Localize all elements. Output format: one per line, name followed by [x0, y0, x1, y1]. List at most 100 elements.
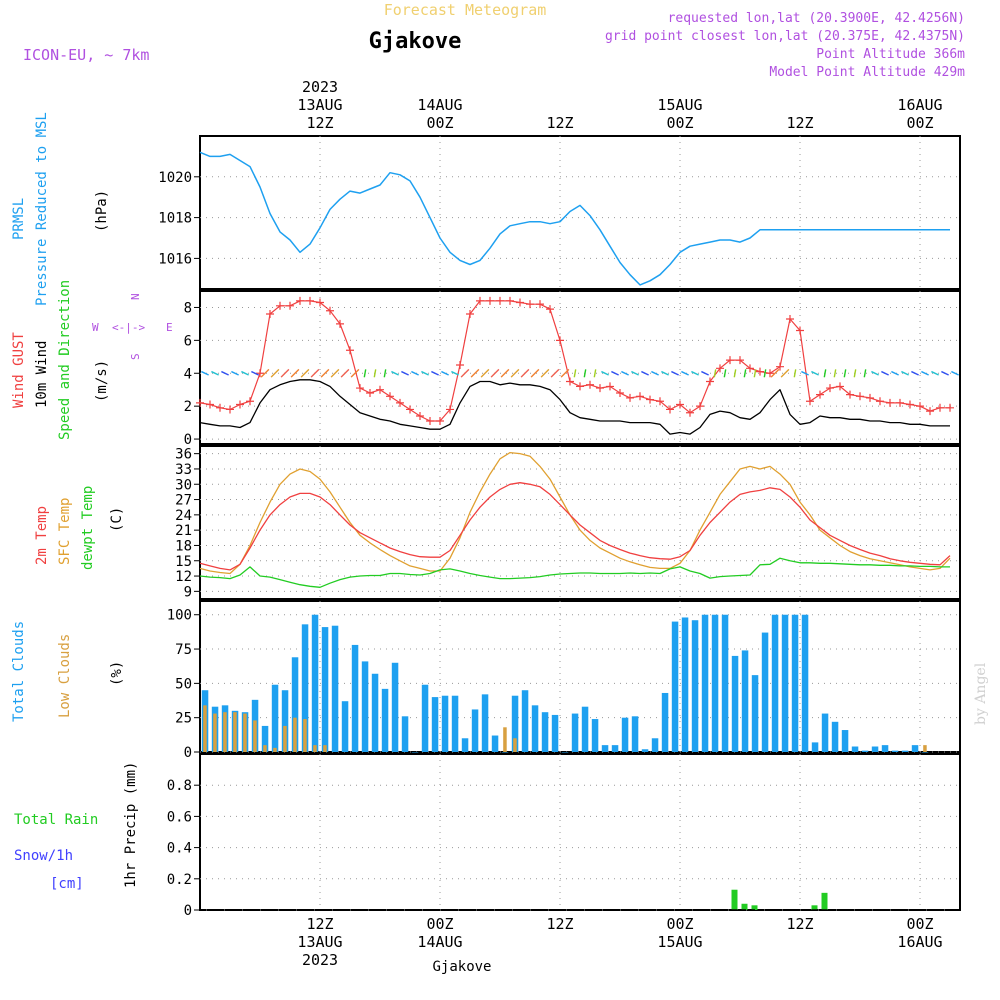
rain-bar	[751, 905, 758, 910]
y-tick-label: 1016	[158, 251, 192, 267]
gust-marker	[476, 296, 484, 305]
bottom-time-label: 2023	[302, 951, 338, 969]
total-cloud-bar	[671, 621, 679, 752]
wind-direction-arrow	[391, 370, 399, 376]
low-cloud-bar	[283, 725, 287, 752]
total-cloud-bar	[611, 745, 619, 752]
low-cloud-bar	[303, 719, 307, 752]
y-tick-label: 12	[175, 569, 192, 585]
gust-marker	[396, 398, 404, 407]
gust-marker	[606, 382, 614, 391]
total-cloud-bar	[861, 750, 869, 752]
wind-direction-arrow	[460, 368, 470, 378]
total-cloud-bar	[361, 661, 369, 752]
y-tick-label: 6	[184, 333, 192, 349]
total-cloud-bar	[401, 716, 409, 752]
gust-marker	[366, 389, 374, 397]
total-cloud-bar	[701, 614, 709, 752]
wind-direction-arrow	[593, 369, 597, 378]
total-cloud-bar	[371, 673, 379, 752]
total-cloud-bar	[621, 717, 629, 752]
top-time-label: 15AUG	[657, 96, 702, 114]
y-tick-label: 50	[175, 676, 192, 692]
wind-direction-arrow	[470, 368, 480, 378]
model-altitude: Model Point Altitude 429m	[769, 65, 965, 80]
total-cloud-bar	[291, 657, 299, 752]
gust-marker	[546, 305, 554, 314]
total-cloud-bar	[301, 624, 309, 752]
cloud-label-low: Low Clouds	[57, 634, 73, 718]
gust-marker	[446, 405, 454, 414]
low-cloud-bar	[503, 727, 507, 752]
wind-direction-arrow	[891, 370, 899, 376]
total-cloud-bar	[461, 738, 469, 752]
total-cloud-bar	[541, 712, 549, 752]
gust-marker	[836, 382, 844, 391]
total-cloud-bar	[331, 625, 339, 752]
total-cloud-bar	[661, 692, 669, 752]
wind-direction-arrow	[260, 368, 270, 378]
wind-direction-arrow	[671, 370, 679, 376]
gust-line	[199, 300, 950, 422]
gust-marker	[486, 296, 494, 305]
credit-watermark: by Angel	[973, 662, 989, 725]
gust-marker	[696, 402, 704, 411]
total-cloud-bar	[411, 752, 419, 753]
total-cloud-bar	[421, 684, 429, 752]
gust-marker	[456, 361, 464, 370]
total-cloud-bar	[841, 730, 849, 752]
total-cloud-bar	[761, 632, 769, 752]
gust-marker	[236, 400, 244, 409]
low-cloud-bar	[513, 738, 517, 752]
wind-direction-arrow	[251, 370, 259, 376]
total-cloud-bar	[751, 675, 759, 752]
gust-marker	[306, 296, 314, 305]
wind-direction-arrow	[550, 368, 560, 378]
wind-direction-arrow	[651, 370, 659, 376]
wind-direction-arrow	[573, 369, 577, 378]
wind-direction-arrow	[901, 370, 909, 376]
wind-direction-arrow	[681, 370, 689, 376]
panel-frame-1	[199, 290, 961, 445]
gust-marker	[496, 296, 504, 305]
total-cloud-bar	[381, 688, 389, 752]
gust-marker	[636, 392, 644, 401]
wind-direction-arrow	[733, 369, 737, 378]
wind-direction-arrow	[300, 368, 310, 378]
gust-marker	[746, 364, 754, 373]
wind-direction-arrow	[631, 370, 639, 376]
total-cloud-bar	[391, 662, 399, 752]
requested-coords: requested lon,lat (20.3900E, 42.4256N)	[668, 11, 965, 26]
wind-direction-arrow	[763, 369, 767, 378]
wind-direction-arrow	[811, 370, 819, 376]
cloud-label-total: Total Clouds	[11, 621, 27, 722]
bottom-time-label: 00Z	[666, 915, 693, 933]
wind-direction-arrow	[201, 370, 209, 376]
bottom-time-label: 15AUG	[657, 933, 702, 951]
wind-direction-arrow	[500, 368, 510, 378]
low-cloud-bar	[273, 747, 277, 752]
wind-direction-arrow	[931, 370, 939, 376]
total-cloud-bar	[821, 713, 829, 752]
gust-marker	[356, 384, 364, 393]
panel-frame-4	[199, 753, 961, 911]
gust-marker	[266, 310, 274, 319]
y-tick-label: 0	[184, 745, 192, 761]
wind-direction-arrow	[713, 369, 717, 378]
wind-direction-arrow	[441, 370, 449, 376]
gust-marker	[506, 296, 514, 305]
gust-marker	[906, 400, 914, 409]
axis-layer: 1016101810200246891215182124273033360255…	[158, 78, 942, 969]
wind-direction-arrow	[621, 370, 629, 376]
wind-direction-arrow	[211, 370, 219, 376]
wind-direction-arrow	[241, 370, 249, 376]
wind-direction-arrow	[231, 370, 239, 376]
y-tick-label: 100	[167, 608, 192, 624]
gust-marker	[556, 336, 564, 345]
gust-marker	[516, 298, 524, 307]
y-tick-label: 0.4	[167, 841, 192, 857]
pressure-units: (hPa)	[94, 190, 110, 232]
y-tick-label: 36	[175, 447, 192, 463]
gust-marker	[646, 395, 654, 404]
top-time-label: 00Z	[666, 114, 693, 132]
